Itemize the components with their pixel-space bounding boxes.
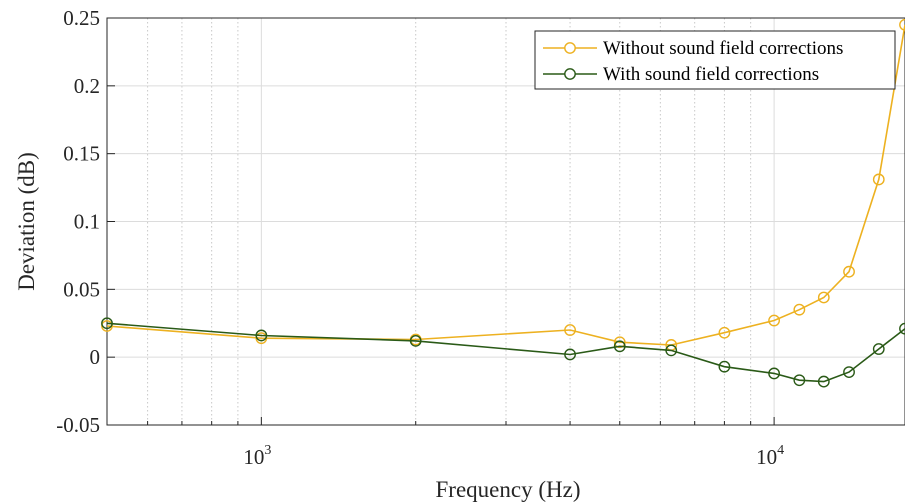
y-axis-label: Deviation (dB) xyxy=(14,152,39,291)
data-point xyxy=(101,317,113,330)
data-point xyxy=(793,374,806,387)
series-line xyxy=(106,24,905,346)
data-point xyxy=(843,265,855,278)
y-tick-label: -0.05 xyxy=(56,413,100,437)
series-line xyxy=(106,322,905,383)
data-point xyxy=(613,336,626,349)
y-tick-label: 0.2 xyxy=(74,74,100,98)
data-point xyxy=(843,366,855,378)
axis-ticks: 103 104 -0.05 0 0.05 0.1 0.15 0.2 0.25 xyxy=(56,6,784,469)
data-point xyxy=(768,314,781,327)
legend-box xyxy=(534,30,896,90)
data-point xyxy=(613,340,626,353)
data-point xyxy=(409,334,422,347)
y-tick-label: 0.1 xyxy=(74,210,100,234)
series-2 xyxy=(101,317,905,388)
data-point xyxy=(872,343,885,355)
data-point xyxy=(718,360,731,373)
series-layer xyxy=(101,18,905,388)
data-point xyxy=(872,173,885,186)
data-point xyxy=(564,324,576,336)
y-tick-label: 0.25 xyxy=(63,6,100,30)
data-point xyxy=(718,326,731,339)
x-axis-label: Frequency (Hz) xyxy=(436,477,581,502)
data-point xyxy=(817,375,830,388)
data-point xyxy=(793,303,806,316)
data-point xyxy=(564,348,576,361)
legend-label: Without sound field corrections xyxy=(603,38,843,59)
data-point xyxy=(817,291,830,304)
y-tick-label: 0 xyxy=(90,345,101,369)
legend-label: With sound field corrections xyxy=(603,64,819,85)
data-point xyxy=(768,367,781,380)
y-tick-label: 0.05 xyxy=(63,277,100,301)
legend-marker xyxy=(564,42,576,54)
y-tick-label: 0.15 xyxy=(63,142,100,166)
x-tick-label: 103 xyxy=(243,443,271,469)
x-tick-label: 104 xyxy=(756,443,784,469)
data-point xyxy=(665,344,678,357)
legend: Without sound field corrections With soun… xyxy=(534,30,896,90)
data-point xyxy=(255,329,268,342)
legend-marker xyxy=(564,68,576,80)
